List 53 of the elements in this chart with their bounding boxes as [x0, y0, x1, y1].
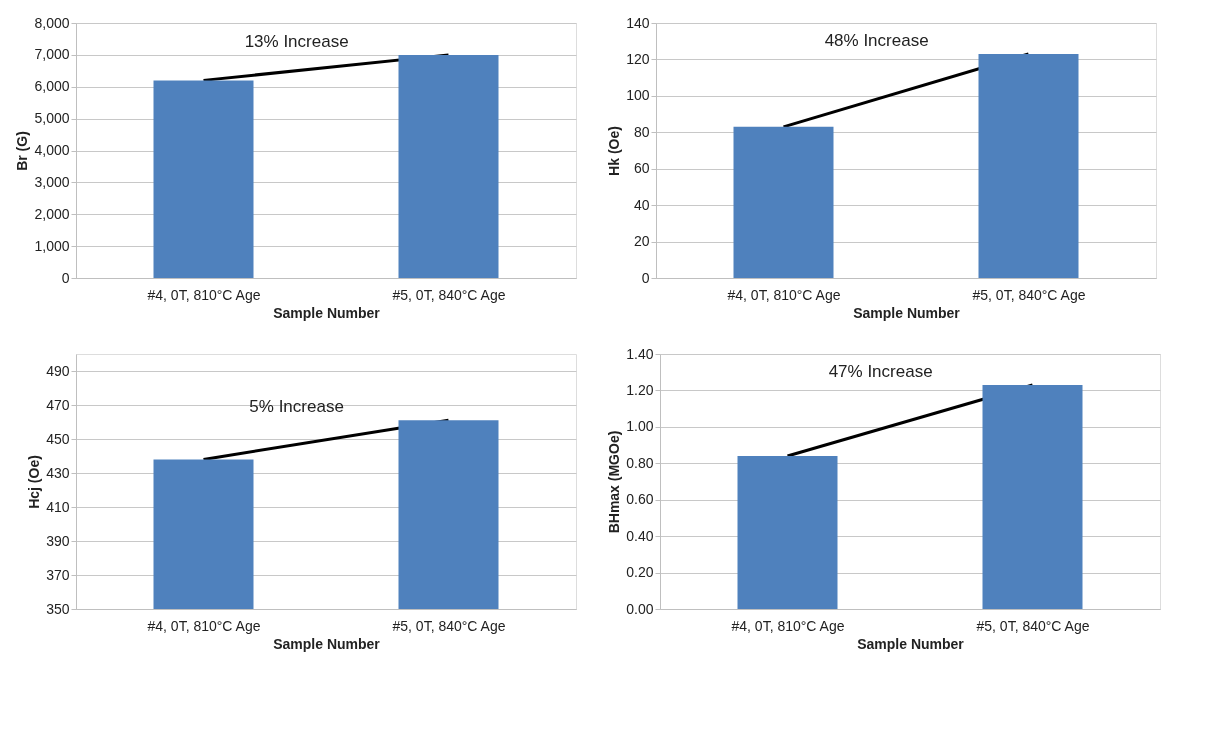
y-tick-label: 0 [61, 269, 70, 286]
x-axis-title: Sample Number [853, 304, 961, 321]
annotation: 5% Increase [249, 397, 344, 417]
y-tick-label: 5,000 [34, 110, 70, 127]
x-tick-label: #5, 0T, 840°C Age [392, 286, 506, 303]
y-tick-label: 60 [633, 160, 650, 177]
x-axis-title: Sample Number [273, 635, 381, 652]
y-tick-label: 8,000 [34, 14, 70, 31]
x-tick-label: #4, 0T, 810°C Age [147, 286, 261, 303]
y-tick-label: 0.00 [626, 600, 654, 617]
annotation: 48% Increase [824, 30, 929, 50]
y-tick-label: 100 [626, 87, 650, 104]
y-tick-label: 0.20 [626, 564, 654, 581]
annotation: 47% Increase [828, 361, 933, 381]
x-tick-label: #4, 0T, 810°C Age [731, 617, 845, 634]
y-tick-label: 6,000 [34, 78, 70, 95]
y-tick-label: 1.00 [626, 418, 654, 435]
x-tick-label: #5, 0T, 840°C Age [976, 617, 1090, 634]
y-tick-label: 4,000 [34, 142, 70, 158]
x-tick-label: #4, 0T, 810°C Age [147, 617, 261, 634]
y-tick-label: 1.20 [626, 381, 654, 398]
y-tick-label: 390 [46, 532, 70, 549]
x-axis-title: Sample Number [857, 635, 965, 652]
annotation: 13% Increase [244, 31, 349, 51]
y-tick-label: 0.40 [626, 527, 654, 544]
y-tick-label: 1,000 [34, 237, 70, 254]
y-tick-label: 1.40 [626, 345, 654, 362]
y-tick-label: 80 [633, 123, 650, 140]
y-tick-label: 410 [46, 498, 70, 515]
y-tick-label: 2,000 [34, 205, 70, 222]
y-axis-title: Hk (Oe) [606, 126, 623, 176]
y-tick-label: 0.80 [626, 454, 654, 471]
y-tick-label: 0 [641, 269, 650, 286]
y-axis-title: BHmax (MGOe) [606, 430, 623, 534]
y-tick-label: 370 [46, 566, 70, 583]
x-axis-title: Sample Number [273, 304, 381, 321]
y-tick-label: 470 [46, 396, 70, 413]
y-tick-label: 140 [626, 14, 650, 31]
y-tick-label: 3,000 [34, 173, 70, 190]
x-tick-label: #5, 0T, 840°C Age [972, 286, 1086, 303]
y-axis-title: Hcj (Oe) [26, 455, 43, 509]
y-tick-label: 350 [46, 600, 70, 617]
y-tick-label: 0.60 [626, 491, 654, 508]
y-tick-label: 20 [633, 233, 650, 250]
x-tick-label: #4, 0T, 810°C Age [727, 286, 841, 303]
y-tick-label: 7,000 [34, 46, 70, 63]
y-tick-label: 430 [46, 464, 70, 481]
x-tick-label: #5, 0T, 840°C Age [392, 617, 506, 634]
y-tick-label: 120 [626, 50, 650, 67]
y-tick-label: 490 [46, 362, 70, 379]
y-tick-label: 40 [633, 196, 650, 213]
y-tick-label: 450 [46, 430, 70, 447]
y-axis-title: Br (G) [14, 131, 31, 171]
